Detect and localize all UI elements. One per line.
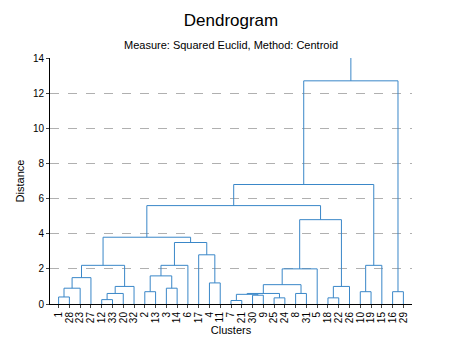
- svg-text:23: 23: [74, 312, 85, 324]
- svg-text:21: 21: [236, 312, 247, 324]
- svg-text:6: 6: [182, 312, 193, 318]
- svg-text:20: 20: [118, 312, 129, 324]
- svg-text:25: 25: [268, 312, 279, 324]
- svg-text:1: 1: [53, 312, 64, 318]
- svg-text:4: 4: [38, 228, 44, 239]
- svg-text:Clusters: Clusters: [211, 324, 252, 336]
- svg-text:8: 8: [38, 158, 44, 169]
- svg-text:27: 27: [85, 312, 96, 324]
- svg-text:17: 17: [193, 312, 204, 324]
- svg-text:10: 10: [355, 312, 366, 324]
- svg-text:18: 18: [322, 312, 333, 324]
- svg-text:29: 29: [398, 312, 409, 324]
- svg-text:Distance: Distance: [14, 160, 26, 203]
- svg-text:16: 16: [387, 312, 398, 324]
- svg-text:Measure: Squared Euclid, Metho: Measure: Squared Euclid, Method: Centroi…: [124, 39, 338, 51]
- svg-text:9: 9: [258, 312, 269, 318]
- svg-text:26: 26: [344, 312, 355, 324]
- svg-text:2: 2: [38, 263, 44, 274]
- svg-text:6: 6: [38, 193, 44, 204]
- svg-text:15: 15: [376, 312, 387, 324]
- svg-text:12: 12: [33, 88, 45, 99]
- svg-text:14: 14: [33, 53, 45, 64]
- svg-text:31: 31: [301, 312, 312, 324]
- svg-text:5: 5: [311, 312, 322, 318]
- svg-text:Dendrogram: Dendrogram: [184, 11, 279, 30]
- svg-text:28: 28: [64, 312, 75, 324]
- svg-text:22: 22: [333, 312, 344, 324]
- svg-text:30: 30: [247, 312, 258, 324]
- svg-text:7: 7: [225, 312, 236, 318]
- svg-text:12: 12: [96, 312, 107, 324]
- svg-text:14: 14: [171, 312, 182, 324]
- svg-text:4: 4: [204, 312, 215, 318]
- svg-text:33: 33: [107, 312, 118, 324]
- svg-text:2: 2: [139, 312, 150, 318]
- svg-text:10: 10: [33, 123, 45, 134]
- svg-text:3: 3: [161, 312, 172, 318]
- svg-text:19: 19: [365, 312, 376, 324]
- svg-text:0: 0: [38, 299, 44, 310]
- svg-text:24: 24: [279, 312, 290, 324]
- svg-text:8: 8: [290, 312, 301, 318]
- svg-text:11: 11: [214, 312, 225, 323]
- svg-text:13: 13: [150, 312, 161, 324]
- svg-text:32: 32: [128, 312, 139, 324]
